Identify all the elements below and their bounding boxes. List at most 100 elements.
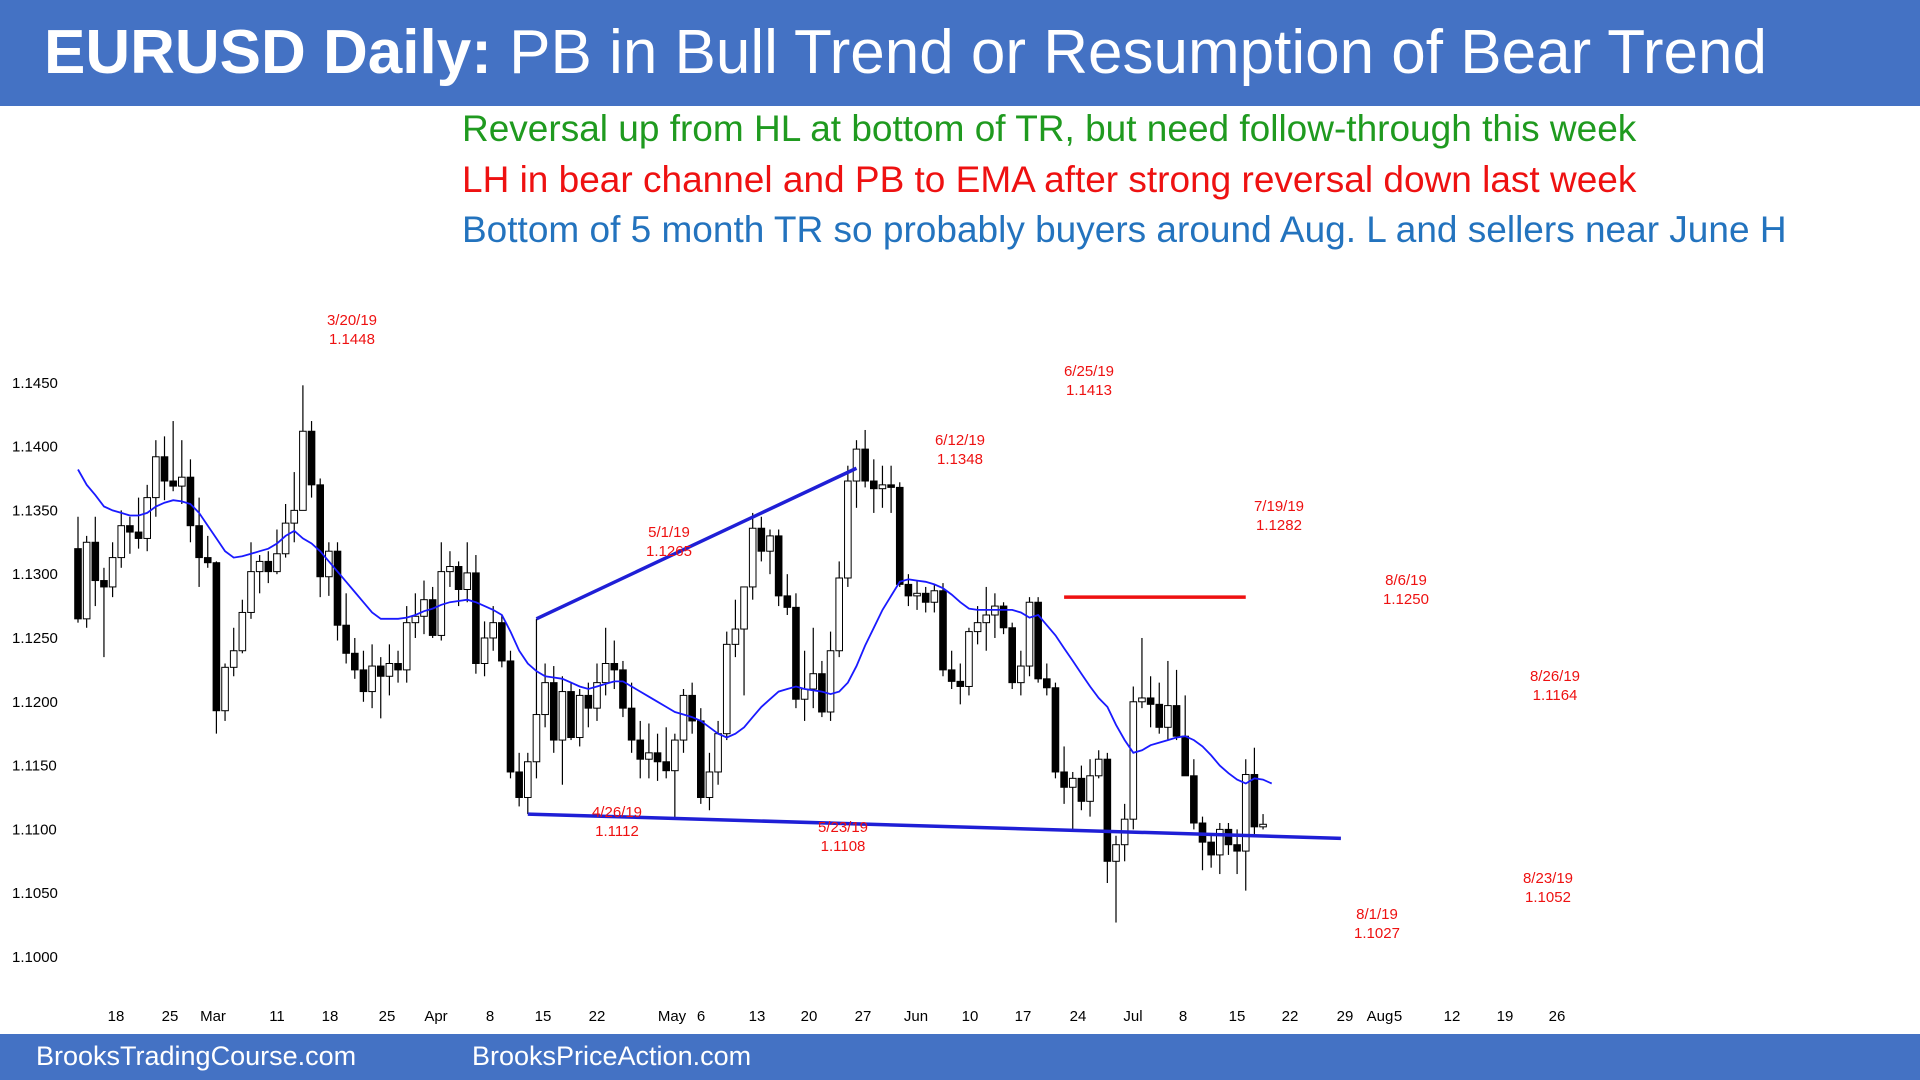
swing-price-label: 1.1052 [1525, 889, 1571, 906]
bull-candle [601, 663, 610, 684]
bear-candle [506, 660, 515, 773]
bear-candle [688, 694, 696, 722]
ema-line [77, 469, 1273, 785]
swing-price-label: 1.1164 [1533, 687, 1578, 704]
x-tick-label: 25 [162, 1008, 179, 1025]
range-note: Bottom of 5 month TR so probably buyers … [462, 209, 1787, 250]
footer-banner [0, 1034, 1920, 1080]
x-tick-label: 17 [1015, 1008, 1032, 1025]
swing-price-label: 1.1282 [1256, 517, 1302, 534]
bull-candle [766, 535, 774, 552]
bear-candle [610, 663, 619, 671]
bull-candle [532, 714, 541, 763]
x-tick-label: Jul [1123, 1008, 1142, 1025]
bull-candle [446, 566, 454, 573]
x-tick-label: Aug [1367, 1008, 1394, 1025]
bear-candle [549, 682, 558, 741]
y-tick-label: 1.1300 [12, 566, 58, 583]
bear-candle [653, 752, 662, 763]
bear-candle [1172, 705, 1181, 737]
swing-price-label: 1.1265 [646, 543, 692, 560]
bull-candle [385, 663, 394, 677]
bear-candle [1181, 735, 1190, 777]
bear-candle [895, 486, 904, 585]
bear-candle [498, 622, 506, 662]
bull-candle [178, 476, 186, 487]
x-tick-label: 13 [749, 1008, 766, 1025]
bear-candle [212, 562, 221, 712]
x-tick-label: 19 [1497, 1008, 1514, 1025]
bull-candle [593, 682, 601, 709]
bear-candle [947, 669, 956, 682]
bull-candle [1094, 758, 1103, 777]
bear-candle [774, 535, 783, 597]
bull-candle [1216, 828, 1224, 856]
bear-candle [316, 484, 324, 578]
bear-candle [359, 669, 368, 693]
bear-candle [757, 527, 766, 552]
y-tick-label: 1.1350 [12, 502, 58, 519]
bear-candle [472, 572, 480, 664]
bear-candle [333, 550, 342, 626]
x-tick-label: 8 [486, 1008, 494, 1025]
bear-candle [1207, 841, 1215, 856]
bear-candle [697, 720, 705, 798]
swing-price-label: 1.1027 [1354, 925, 1400, 942]
bear-candle [904, 583, 913, 597]
bull-candle [1068, 777, 1077, 788]
bull-candle [463, 572, 472, 590]
bear-candle [627, 707, 636, 741]
bull-candle [480, 637, 489, 665]
bear-candle [1034, 601, 1042, 680]
swing-date-label: 6/25/19 [1064, 363, 1114, 380]
y-tick-label: 1.1200 [12, 694, 58, 711]
bear-candle [792, 606, 800, 700]
bear-candle [1103, 758, 1112, 862]
bull-candle [273, 553, 281, 573]
bull-candle [740, 586, 748, 630]
bear-candle [394, 663, 402, 671]
bear-candle [1043, 678, 1051, 689]
page-title: EURUSD Daily: PB in Bull Trend or Resump… [44, 14, 1767, 92]
bull-candle [411, 615, 420, 624]
bear-candle [870, 480, 878, 490]
bull-candle [1025, 601, 1034, 667]
swing-date-label: 7/19/19 [1254, 498, 1304, 515]
swing-date-label: 8/6/19 [1385, 572, 1427, 589]
bear-candle [515, 771, 523, 798]
swing-date-label: 5/23/19 [818, 819, 868, 836]
x-tick-label: 22 [1282, 1008, 1299, 1025]
bear-note: LH in bear channel and PB to EMA after s… [462, 159, 1637, 200]
swing-price-label: 1.1250 [1383, 591, 1429, 608]
bear-candle [74, 548, 82, 620]
y-tick-label: 1.1150 [12, 758, 57, 775]
x-tick-label: 18 [108, 1008, 125, 1025]
bull-candle [679, 694, 688, 741]
bull-candle [229, 650, 238, 668]
bear-candle [1051, 687, 1060, 773]
y-tick-label: 1.1100 [12, 821, 57, 838]
swing-price-label: 1.1348 [937, 451, 983, 468]
swing-price-label: 1.1448 [329, 331, 375, 348]
title-rest: PB in Bull Trend or Resumption of Bear T… [509, 18, 1767, 87]
title-bold: EURUSD Daily: [44, 18, 492, 87]
bull-candle [826, 650, 835, 713]
x-tick-label: May [658, 1008, 687, 1025]
bull-candle [1086, 775, 1094, 802]
bull-candle [1017, 665, 1025, 684]
bull-candle [247, 571, 255, 613]
bull-candle [1259, 823, 1267, 828]
x-tick-label: Mar [200, 1008, 226, 1025]
bear-candle [662, 761, 671, 772]
bull-candle [1164, 705, 1172, 728]
bear-candle [1233, 844, 1241, 852]
y-tick-label: 1.1000 [12, 949, 58, 966]
x-tick-label: Apr [424, 1008, 447, 1025]
bull-candle [82, 541, 91, 620]
y-tick-label: 1.1400 [12, 439, 58, 456]
x-tick-label: 27 [855, 1008, 872, 1025]
bull-candle [402, 622, 411, 671]
bull-candle [982, 614, 991, 624]
bull-candle [420, 599, 428, 617]
bear-candle [1146, 697, 1155, 705]
